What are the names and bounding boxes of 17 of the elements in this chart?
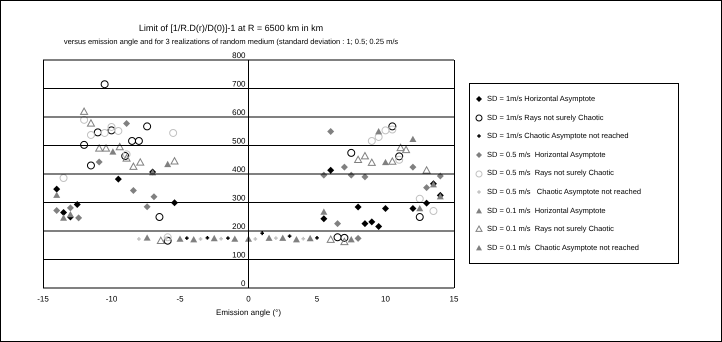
x-tick-label: 15 [450, 294, 459, 304]
x-tick-label: -15 [37, 294, 50, 304]
y-tick-label: 200 [232, 222, 246, 231]
y-tick-label: 500 [232, 136, 246, 146]
y-tick-label: 0 [241, 279, 246, 288]
chart-title: Limit of [1/R.D(r)/D(0)]-1 at R = 6500 km in km [138, 23, 324, 33]
y-tick-label: 300 [232, 194, 246, 202]
x-tick-label: -5 [176, 294, 184, 304]
y-tick-label: 100 [232, 250, 246, 260]
x-tick-label: 10 [381, 294, 390, 304]
y-tick-label: 600 [232, 108, 246, 117]
x-tick-label: -10 [106, 294, 118, 304]
y-tick-label: 700 [232, 80, 246, 88]
y-tick-label: 400 [232, 165, 246, 174]
y-tick-label: 800 [232, 51, 246, 60]
x-tick-label: 5 [314, 294, 320, 304]
x-axis-title: Emission angle (°) [216, 308, 282, 317]
